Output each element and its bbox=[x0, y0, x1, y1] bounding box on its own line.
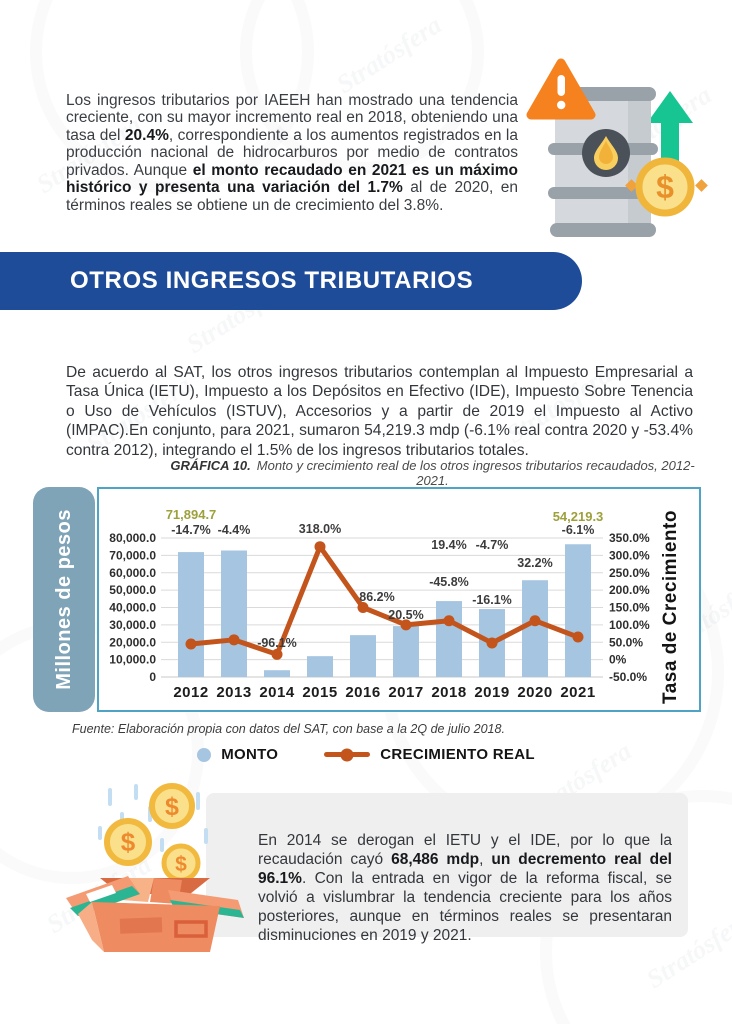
svg-text:50.0%: 50.0% bbox=[609, 635, 643, 649]
svg-text:40,000.0: 40,000.0 bbox=[109, 601, 156, 615]
coin-icon: $ bbox=[104, 818, 152, 866]
svg-text:2020: 2020 bbox=[517, 684, 552, 701]
svg-text:50,000.0: 50,000.0 bbox=[109, 583, 156, 597]
svg-text:$: $ bbox=[175, 853, 187, 876]
svg-text:19.4%: 19.4% bbox=[431, 538, 466, 552]
svg-text:0: 0 bbox=[149, 670, 156, 684]
svg-text:20,000.0: 20,000.0 bbox=[109, 635, 156, 649]
chart-legend: MONTO CRECIMIENTO REAL bbox=[0, 746, 732, 763]
svg-text:150.0%: 150.0% bbox=[609, 601, 650, 615]
rain-lines-icon bbox=[98, 784, 208, 852]
svg-text:250.0%: 250.0% bbox=[609, 566, 650, 580]
donation-box-coins-icon: $ $ $ bbox=[66, 783, 244, 952]
open-box-icon bbox=[66, 876, 244, 952]
svg-text:$: $ bbox=[656, 169, 674, 205]
coin-icon: $ bbox=[161, 843, 201, 883]
svg-text:20.5%: 20.5% bbox=[388, 608, 423, 622]
chart-caption-label: GRÁFICA 10. bbox=[170, 458, 251, 473]
svg-text:2021: 2021 bbox=[560, 684, 595, 701]
svg-text:10,000.0: 10,000.0 bbox=[109, 653, 156, 667]
svg-text:300.0%: 300.0% bbox=[609, 548, 650, 562]
svg-text:350.0%: 350.0% bbox=[609, 531, 650, 545]
dollar-coin-icon: $ bbox=[625, 157, 708, 217]
svg-text:$: $ bbox=[165, 793, 179, 821]
legend-label-crecimiento: CRECIMIENTO REAL bbox=[380, 746, 535, 763]
left-axis-title-banner: Millones de pesos bbox=[33, 487, 95, 712]
svg-text:0%: 0% bbox=[609, 653, 627, 667]
section-header: OTROS INGRESOS TRIBUTARIOS bbox=[0, 252, 582, 310]
intro-paragraph: Los ingresos tributarios por IAEEH han m… bbox=[66, 91, 519, 215]
svg-text:2019: 2019 bbox=[474, 684, 509, 701]
svg-text:100.0%: 100.0% bbox=[609, 618, 650, 632]
sat-paragraph: De acuerdo al SAT, los otros ingresos tr… bbox=[66, 363, 693, 459]
svg-text:2012: 2012 bbox=[173, 684, 208, 701]
svg-text:70,000.0: 70,000.0 bbox=[109, 548, 156, 562]
coin-icon: $ bbox=[149, 783, 195, 829]
svg-text:60,000.0: 60,000.0 bbox=[109, 566, 156, 580]
svg-text:-96.1%: -96.1% bbox=[257, 636, 297, 650]
svg-text:318.0%: 318.0% bbox=[299, 522, 341, 536]
legend-item-monto: MONTO bbox=[197, 746, 278, 763]
svg-text:2013: 2013 bbox=[216, 684, 251, 701]
svg-text:2016: 2016 bbox=[345, 684, 380, 701]
highlight-paragraph: En 2014 se derogan el IETU y el IDE, por… bbox=[258, 831, 672, 944]
chart-caption: GRÁFICA 10. Monto y crecimiento real de l… bbox=[160, 458, 705, 488]
svg-text:2017: 2017 bbox=[388, 684, 423, 701]
section-title: OTROS INGRESOS TRIBUTARIOS bbox=[70, 267, 474, 294]
svg-text:200.0%: 200.0% bbox=[609, 583, 650, 597]
svg-text:-4.4%: -4.4% bbox=[218, 523, 251, 537]
crecimiento-dot-icon bbox=[340, 748, 354, 761]
svg-text:80,000.0: 80,000.0 bbox=[109, 531, 156, 545]
svg-text:30,000.0: 30,000.0 bbox=[109, 618, 156, 632]
svg-text:32.2%: 32.2% bbox=[517, 556, 552, 570]
bar-line-chart: 80,000.0 350.0% 70,000.0 300.0% 60,000.0 250.… bbox=[109, 507, 681, 704]
chart: 80,000.0 350.0% 70,000.0 300.0% 60,000.0 250.… bbox=[97, 487, 701, 712]
svg-text:-50.0%: -50.0% bbox=[609, 670, 647, 684]
legend-item-crecimiento: CRECIMIENTO REAL bbox=[324, 746, 535, 763]
highlight-panel: En 2014 se derogan el IETU y el IDE, por… bbox=[206, 793, 688, 944]
chart-source: Fuente: Elaboración propia con datos del… bbox=[72, 722, 505, 736]
monto-dot-icon bbox=[197, 747, 212, 762]
oil-barrel-icon bbox=[548, 87, 658, 237]
svg-text:86.2%: 86.2% bbox=[359, 590, 394, 604]
svg-text:-45.8%: -45.8% bbox=[429, 575, 469, 589]
crecimiento-line-icon bbox=[324, 748, 371, 761]
svg-text:54,219.3: 54,219.3 bbox=[553, 509, 604, 524]
left-axis-title: Millones de pesos bbox=[52, 509, 75, 690]
oil-barrel-money-warning-icon: $ bbox=[526, 58, 708, 237]
svg-text:2015: 2015 bbox=[302, 684, 337, 701]
svg-text:-6.1%: -6.1% bbox=[562, 523, 595, 537]
chart-caption-text: Monto y crecimiento real de los otros in… bbox=[256, 458, 695, 488]
svg-text:2014: 2014 bbox=[259, 684, 295, 701]
up-arrow-icon bbox=[647, 91, 693, 167]
svg-text:-16.1%: -16.1% bbox=[472, 593, 512, 607]
svg-text:$: $ bbox=[121, 827, 136, 857]
svg-text:-14.7%: -14.7% bbox=[171, 523, 211, 537]
warning-triangle-icon bbox=[526, 58, 596, 120]
svg-text:-4.7%: -4.7% bbox=[476, 538, 509, 552]
legend-label-monto: MONTO bbox=[221, 746, 279, 763]
svg-text:Tasa de Crecimiento: Tasa de Crecimiento bbox=[660, 510, 681, 704]
svg-text:2018: 2018 bbox=[431, 684, 466, 701]
svg-text:71,894.7: 71,894.7 bbox=[166, 507, 217, 522]
